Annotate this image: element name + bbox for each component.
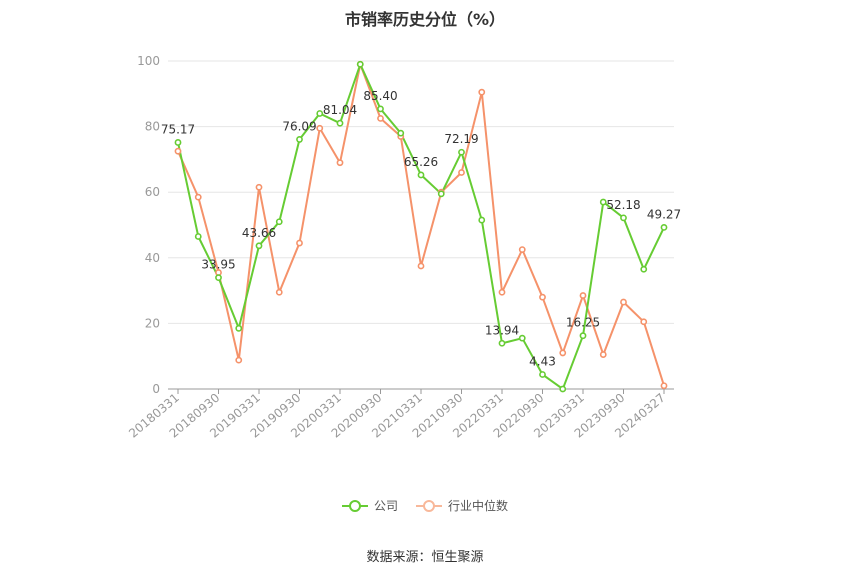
data-label: 33.95 [201,258,235,272]
data-point [539,371,546,378]
data-point [255,242,263,250]
data-point [579,292,587,299]
data-point [174,139,182,146]
data-point [498,339,506,347]
chart-title: 市销率历史分位（%） [344,10,506,29]
data-label: 81.04 [323,103,357,117]
data-point [275,218,283,226]
data-point [377,115,384,122]
legend-item-industry-median[interactable]: 行业中位数 [416,497,508,514]
data-point [620,214,627,222]
data-point [458,169,465,176]
data-label: 16.25 [566,316,600,330]
data-label: 52.18 [606,198,640,212]
data-point [640,318,648,326]
legend-label-industry-median: 行业中位数 [448,499,509,513]
data-point [599,351,607,358]
y-tick-label: 60 [145,185,160,199]
data-point [417,262,425,270]
data-point [235,324,243,332]
data-point [377,105,384,113]
y-tick-label: 100 [137,54,160,68]
data-point [620,298,627,306]
data-point [599,198,607,206]
data-point [579,332,587,340]
y-tick-label: 80 [145,120,160,134]
data-point [397,129,405,137]
data-point [559,349,567,357]
data-point [660,223,668,231]
data-point [174,147,182,155]
data-label: 4.43 [529,354,556,368]
data-point [316,110,324,117]
data-point [316,124,324,132]
data-point [458,148,465,156]
data-point [539,293,546,301]
y-tick-label: 40 [145,251,160,265]
data-point [356,60,364,68]
data-label: 49.27 [647,207,681,221]
data-label: 72.19 [444,132,478,146]
data-point [660,382,668,390]
data-point [296,239,303,247]
data-point [478,88,486,96]
data-point [255,183,263,191]
data-point [275,288,283,296]
data-labels: 75.17 33.95 43.66 76.09 81.04 85.40 65.26 72.19… [161,89,681,369]
legend-item-company[interactable]: 公司 [341,497,398,514]
data-point [559,385,567,393]
data-point [478,216,486,224]
data-point [498,288,506,296]
data-point [640,265,648,273]
data-point [518,334,526,342]
data-point [194,233,202,240]
data-point [336,159,344,167]
data-source: 数据来源：恒生聚源 [366,550,484,565]
y-tick-label: 0 [152,382,160,396]
legend-swatch-company [341,499,368,513]
data-point [336,119,344,127]
y-axis: 0 20 40 60 80 100 [137,54,160,396]
data-point [235,356,243,364]
data-point [296,136,303,143]
data-point [437,190,445,198]
data-label: 43.66 [242,226,276,240]
data-label: 76.09 [282,119,316,133]
data-point [417,171,425,179]
y-tick-label: 20 [145,316,160,330]
data-point [194,193,202,201]
data-point [518,246,526,253]
legend-label-company: 公司 [373,499,398,513]
data-label: 65.26 [404,155,438,169]
legend-swatch-industry-median [416,499,442,513]
legend: 公司 行业中位数 [0,497,850,514]
data-label: 13.94 [485,323,519,337]
x-axis: 2018033120180930201903312019093020200331… [126,389,668,441]
data-label: 85.40 [363,89,397,103]
data-label: 75.17 [161,122,195,136]
series-points [174,60,668,393]
data-point [215,274,222,282]
